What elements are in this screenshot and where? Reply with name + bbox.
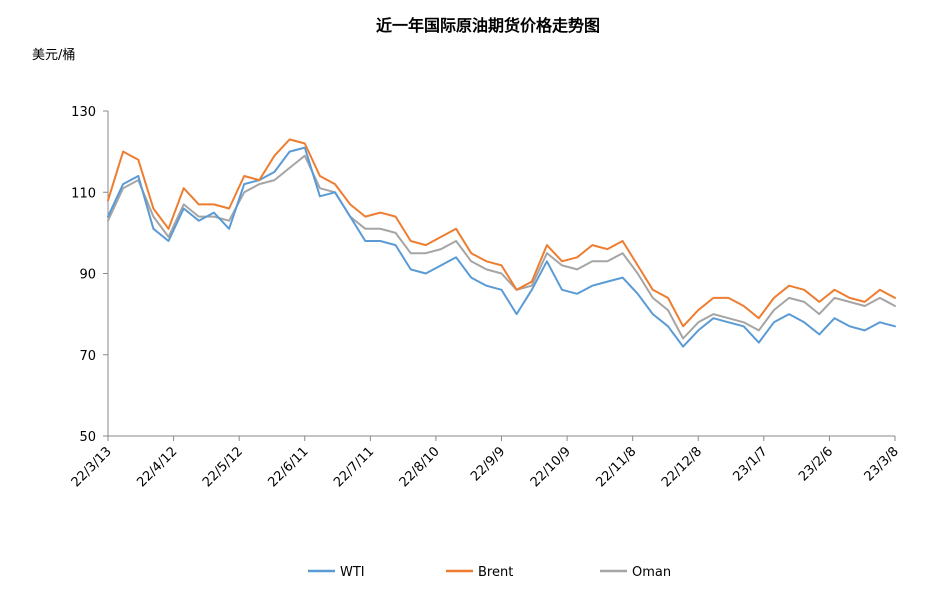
x-tick-label: 22/6/11 — [266, 444, 312, 490]
series-line-brent — [107, 138, 896, 328]
y-axis: 50 70 90 110 130 — [71, 105, 109, 445]
x-tick-label: 22/8/10 — [397, 444, 443, 490]
x-tick-label: 23/3/8 — [862, 444, 902, 484]
y-tick-label: 50 — [79, 430, 96, 445]
x-tick-label: 22/9/9 — [468, 444, 508, 484]
x-tick-label: 22/4/12 — [134, 444, 180, 490]
chart-title: 近一年国际原油期货价格走势图 — [376, 16, 600, 35]
legend-label-brent: Brent — [478, 565, 513, 580]
series-lines — [107, 138, 896, 348]
legend-label-wti: WTI — [340, 565, 365, 580]
x-tick-label: 22/11/8 — [593, 444, 639, 490]
legend-label-oman: Oman — [632, 565, 671, 580]
y-axis-label: 美元/桶 — [32, 48, 75, 63]
x-tick-label: 22/5/12 — [200, 444, 246, 490]
x-tick-label: 23/1/7 — [730, 444, 770, 484]
x-tick-label: 22/7/11 — [331, 444, 377, 490]
y-tick-label: 70 — [79, 349, 96, 364]
x-axis: 22/3/13 22/4/12 22/5/12 22/6/11 22/7/11 22/8/… — [69, 435, 902, 490]
x-tick-label: 23/2/6 — [796, 444, 836, 484]
y-tick-label: 130 — [71, 105, 96, 120]
x-tick-label: 22/12/8 — [659, 444, 705, 490]
x-tick-label: 22/10/9 — [528, 444, 574, 490]
legend: WTI Brent Oman — [308, 565, 671, 580]
series-line-oman — [107, 154, 896, 340]
y-tick-label: 110 — [71, 186, 96, 201]
series-line-wti — [107, 146, 896, 348]
y-tick-label: 90 — [79, 268, 96, 283]
x-tick-label: 22/3/13 — [69, 444, 115, 490]
